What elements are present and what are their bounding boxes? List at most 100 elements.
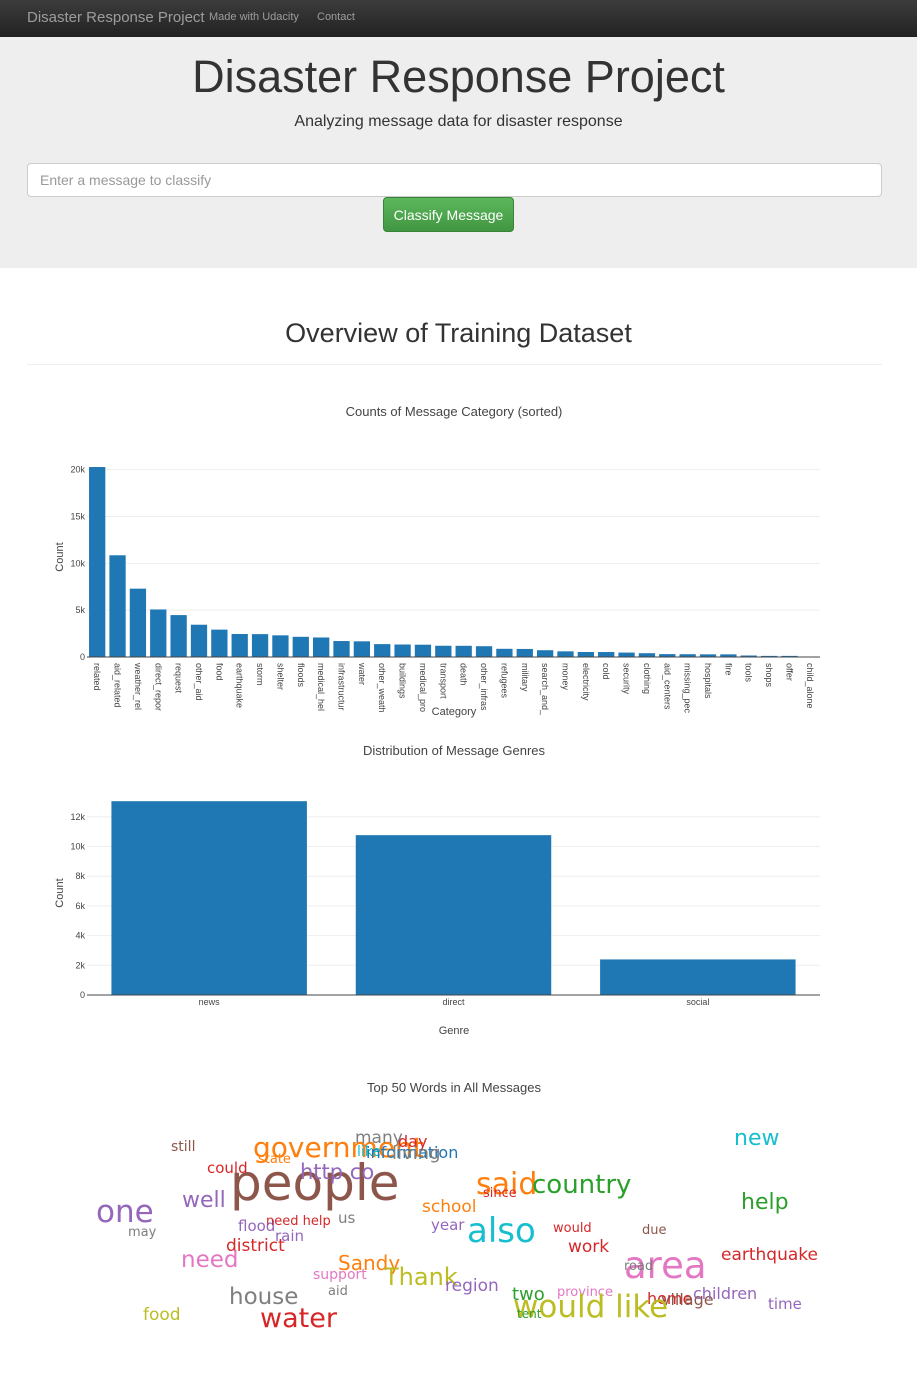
word-tent: tent: [517, 1307, 542, 1321]
word-road: road: [624, 1259, 654, 1274]
x-tick-label: request: [174, 663, 184, 694]
x-tick-label: shops: [764, 663, 774, 688]
y-tick-label: 4k: [75, 931, 85, 941]
word-water: water: [260, 1303, 337, 1334]
bar-transport: [435, 645, 452, 657]
word-may: may: [128, 1225, 157, 1240]
bar-direct_repor: [150, 609, 167, 657]
wordcloud: people government many day like information li…: [0, 1100, 917, 1396]
y-axis-label: Count: [54, 542, 66, 571]
word-day: day: [398, 1132, 428, 1151]
x-tick-label: offer: [784, 663, 794, 681]
x-axis-label: Category: [432, 706, 477, 718]
word-state: state: [258, 1152, 291, 1167]
x-tick-label: medical_hel: [316, 663, 326, 711]
x-tick-label: refugees: [499, 663, 509, 699]
bar-other_weath: [374, 644, 391, 657]
x-tick-label: electricity: [581, 663, 591, 701]
x-tick-label: buildings: [398, 663, 408, 699]
y-tick-label: 5k: [75, 605, 85, 615]
word-food: food: [143, 1305, 181, 1325]
word-village: village: [661, 1290, 714, 1309]
y-tick-label: 6k: [75, 901, 85, 911]
classify-message-button[interactable]: Classify Message: [383, 197, 514, 232]
wordcloud-title-wrap: Top 50 Words in All Messages: [367, 1080, 541, 1095]
x-axis-label: Genre: [439, 1025, 470, 1037]
x-tick-label: money: [560, 663, 570, 691]
x-tick-label: child_alone: [805, 663, 815, 709]
x-tick-label: other_aid: [194, 663, 204, 701]
x-tick-label: death: [459, 663, 469, 686]
x-tick-label: storm: [255, 663, 265, 686]
x-tick-label: related: [92, 663, 102, 691]
word-district: district: [226, 1236, 285, 1256]
word-people: people: [230, 1154, 400, 1212]
x-tick-label: hospitals: [703, 663, 713, 699]
word-home: home: [647, 1289, 693, 1308]
word-province: province: [557, 1285, 613, 1300]
bar-news: [111, 801, 307, 995]
x-tick-label: social: [686, 997, 709, 1007]
x-tick-label: security: [622, 663, 632, 695]
bar-military: [516, 648, 533, 657]
bar-aid_related: [109, 555, 126, 657]
divider: [27, 364, 882, 365]
word-two: two: [512, 1284, 545, 1305]
x-tick-label: other_weath: [377, 663, 387, 713]
nav-link-udacity[interactable]: Made with Udacity: [209, 11, 299, 23]
bar-earthquake: [231, 634, 248, 657]
chart-title: Distribution of Message Genres: [363, 743, 546, 758]
message-input[interactable]: [27, 163, 882, 197]
bar-search_and_: [536, 650, 554, 657]
bar-medical_pro: [414, 644, 432, 657]
page-title: Disaster Response Project: [192, 51, 725, 102]
x-tick-label: transport: [438, 663, 448, 699]
x-tick-label: military: [520, 663, 530, 692]
bar-floods: [292, 636, 309, 657]
bar-electricity: [577, 652, 594, 657]
word-still: still: [171, 1139, 196, 1155]
y-tick-label: 15k: [70, 512, 85, 522]
x-tick-label: search_and_: [540, 663, 550, 716]
word-many: many: [355, 1128, 403, 1148]
nav-link-contact[interactable]: Contact: [317, 11, 355, 23]
word-rain: rain: [275, 1227, 305, 1245]
word-earthquake: earthquake: [721, 1245, 818, 1265]
word-sandy: Sandy: [338, 1251, 401, 1275]
bar-money: [557, 651, 574, 657]
bar-refugees: [496, 648, 513, 657]
navbar: Disaster Response Project Made with Udac…: [0, 0, 917, 38]
y-tick-label: 2k: [75, 960, 85, 970]
word-would: would: [553, 1221, 592, 1236]
bar-death: [455, 645, 472, 657]
word-since: since: [483, 1186, 517, 1201]
x-tick-label: floods: [296, 663, 306, 688]
bar-request: [170, 615, 187, 657]
bar-direct: [355, 835, 552, 995]
word-aid: aid: [328, 1284, 348, 1299]
bar-security: [618, 652, 635, 657]
x-tick-label: earthquake: [235, 663, 245, 708]
y-axis-label: Count: [54, 878, 66, 907]
chart-title: Counts of Message Category (sorted): [346, 404, 563, 419]
category-counts-chart: Counts of Message Category (sorted) 0 5k 1…: [54, 404, 820, 718]
bar-offer: [781, 655, 798, 657]
y-tick-label: 12k: [70, 812, 85, 822]
navbar-brand[interactable]: Disaster Response Project: [27, 9, 205, 26]
word-need: need: [181, 1247, 239, 1273]
word-us: us: [338, 1209, 356, 1227]
word-children: children: [693, 1284, 758, 1303]
word-country: country: [532, 1170, 632, 1200]
word-time: time: [768, 1295, 802, 1313]
word-government: government: [253, 1131, 424, 1164]
bar-other_infras: [475, 646, 493, 657]
genre-distribution-chart: Distribution of Message Genres 0 2k 4k 6k 8k…: [54, 743, 820, 1037]
word-year: year: [431, 1216, 465, 1234]
bar-water: [353, 641, 371, 657]
x-tick-label: aid_centers: [662, 663, 672, 710]
bar-tools: [740, 655, 757, 657]
bar-cold: [598, 652, 615, 657]
word-said: said: [476, 1167, 538, 1202]
x-tick-label: infrastructur: [337, 663, 347, 711]
overview-title: Overview of Training Dataset: [285, 318, 632, 348]
